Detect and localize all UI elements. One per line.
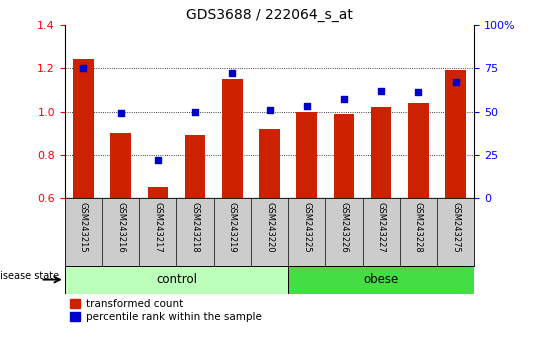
Text: GSM243218: GSM243218 [190,202,199,252]
Point [228,70,237,76]
Text: GSM243228: GSM243228 [414,202,423,252]
Point [265,107,274,113]
Point [191,109,199,114]
Point [377,88,385,93]
Bar [445,70,466,198]
Text: GSM243216: GSM243216 [116,202,125,252]
Text: GSM243226: GSM243226 [340,202,349,252]
Bar [296,112,317,198]
Point [116,110,125,116]
Bar [259,129,280,198]
Title: GDS3688 / 222064_s_at: GDS3688 / 222064_s_at [186,8,353,22]
Bar [222,79,243,198]
Text: GSM243219: GSM243219 [228,202,237,252]
Bar [408,103,429,198]
Text: GSM243227: GSM243227 [377,202,386,252]
Point [154,157,162,163]
Point [451,79,460,85]
Bar [110,133,131,198]
Text: obese: obese [364,273,399,286]
Text: GSM243225: GSM243225 [302,202,311,252]
Text: disease state: disease state [0,271,59,281]
Text: GSM243215: GSM243215 [79,202,88,252]
Legend: transformed count, percentile rank within the sample: transformed count, percentile rank withi… [70,299,261,322]
Text: GSM243217: GSM243217 [153,202,162,252]
Bar [334,114,354,198]
Point [79,65,88,71]
Point [302,103,311,109]
Text: GSM243220: GSM243220 [265,202,274,252]
Text: GSM243275: GSM243275 [451,202,460,252]
Bar [148,187,168,198]
Bar [185,135,205,198]
Point [340,97,348,102]
Point [414,90,423,95]
Bar [288,266,474,294]
Bar [65,266,288,294]
Bar [73,59,94,198]
Text: control: control [156,273,197,286]
Bar [371,107,391,198]
